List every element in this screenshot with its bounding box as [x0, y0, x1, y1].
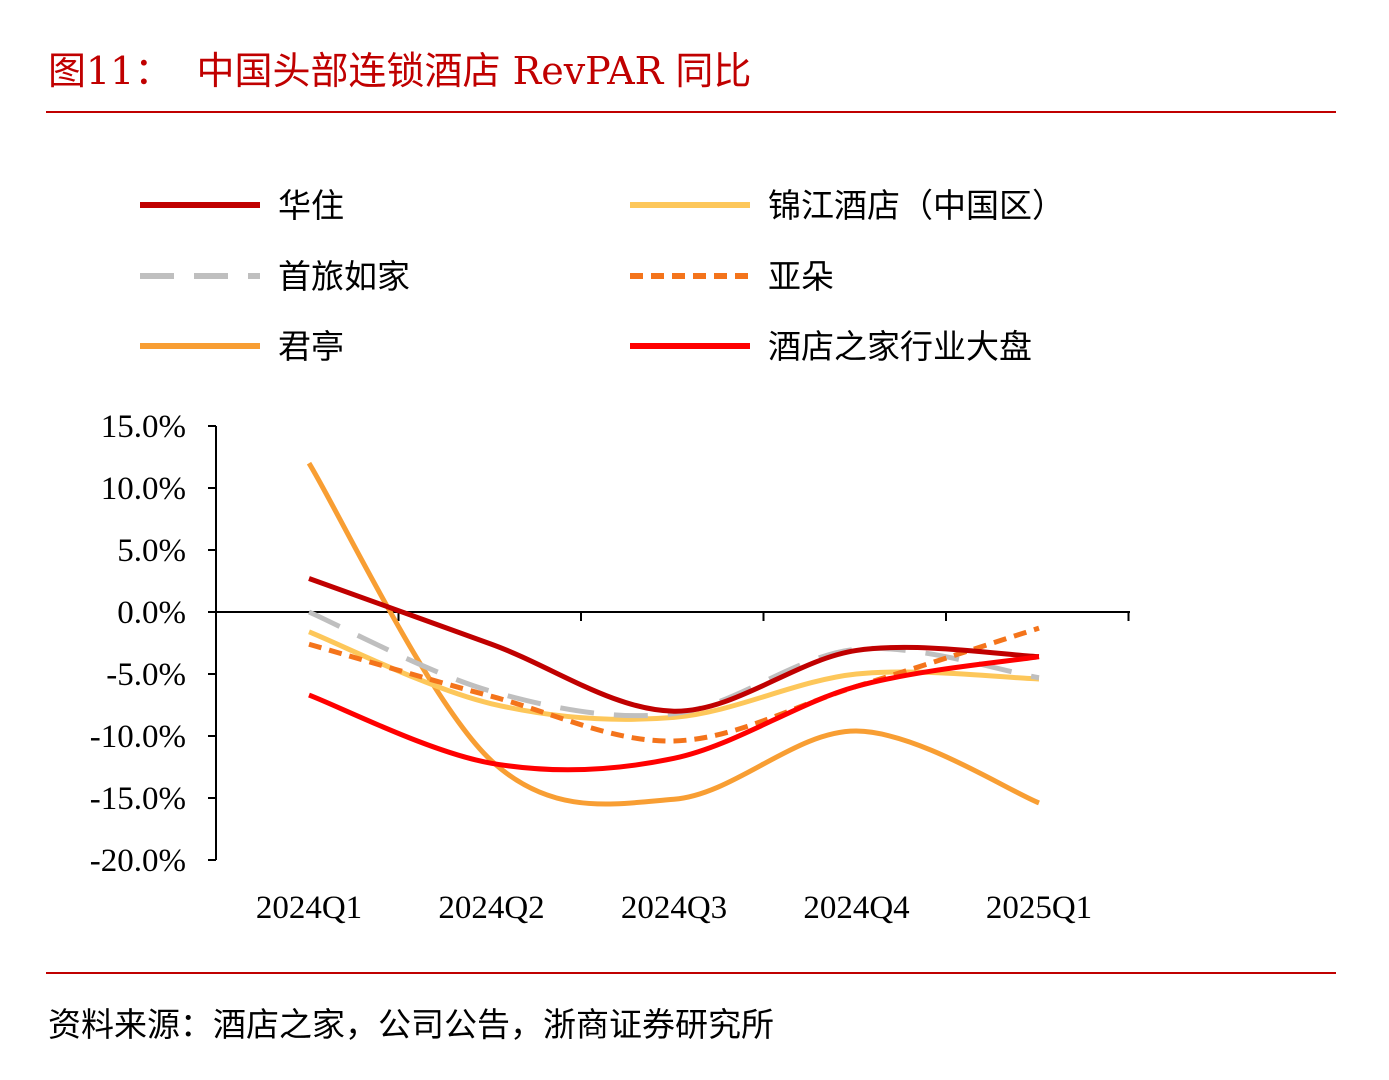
y-tick-label: 5.0%: [117, 533, 186, 569]
y-tick-label: -15.0%: [90, 781, 186, 817]
y-tick-label: -5.0%: [106, 657, 186, 693]
series-line-2: [308, 609, 1040, 719]
x-tick-label: 2024Q2: [438, 890, 544, 926]
chart-axes: 15.0% 10.0% 5.0% 0.0% -5.0% -10.0% -15.0% -20.0…: [90, 409, 1130, 926]
title-divider: [46, 111, 1336, 113]
legend-label: 锦江酒店（中国区）: [768, 186, 1065, 225]
x-tick-label: 2024Q3: [621, 890, 727, 926]
series-line-3: [308, 625, 1040, 744]
legend-label: 君亭: [278, 327, 344, 366]
y-tick-label: 10.0%: [101, 471, 186, 507]
legend-label: 酒店之家行业大盘: [768, 327, 1032, 366]
legend-label: 亚朵: [768, 257, 834, 296]
figure-title: 图11： 中国头部连锁酒店 RevPAR 同比: [48, 49, 752, 93]
x-tick-label: 2024Q4: [803, 890, 909, 926]
series-line-5: [308, 654, 1040, 773]
series-line-4: [306, 461, 1040, 807]
legend-label: 华住: [278, 186, 344, 225]
series-line-0: [308, 576, 1040, 714]
x-tick-label: 2024Q1: [256, 890, 362, 926]
y-tick-label: 15.0%: [101, 409, 186, 445]
legend-label: 首旅如家: [278, 257, 410, 296]
chart-series: [306, 461, 1040, 807]
y-tick-label: -20.0%: [90, 843, 186, 879]
source-divider: [46, 972, 1336, 974]
y-tick-label: 0.0%: [117, 595, 186, 631]
y-tick-label: -10.0%: [90, 719, 186, 755]
source-note: 资料来源：酒店之家，公司公告，浙商证券研究所: [48, 1005, 774, 1044]
x-tick-label: 2025Q1: [986, 890, 1092, 926]
